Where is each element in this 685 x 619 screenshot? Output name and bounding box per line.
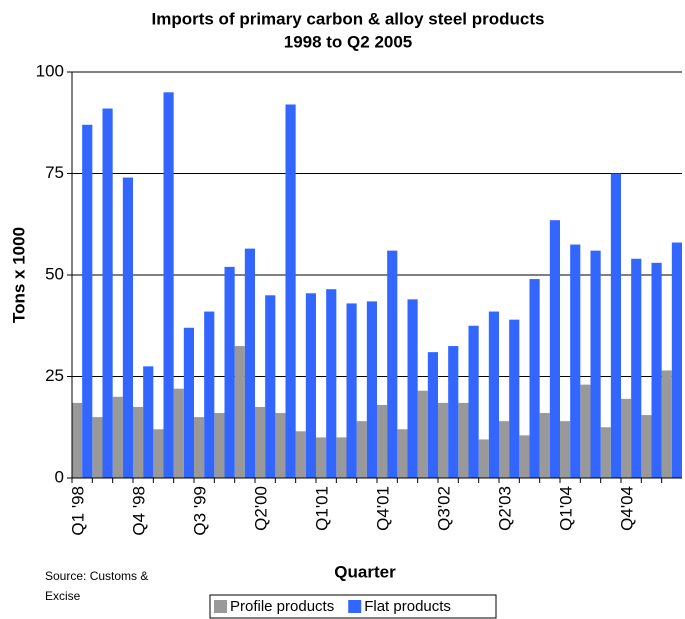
- bar: [366, 301, 377, 478]
- bar: [600, 427, 611, 478]
- bar: [499, 421, 510, 478]
- x-tick-label: Q3'02: [435, 486, 454, 531]
- x-tick-label: Q1'01: [313, 486, 332, 531]
- bar: [549, 220, 560, 478]
- chart-title: Imports of primary carbon & alloy steel …: [152, 9, 545, 28]
- x-tick-label: Q1'04: [557, 486, 576, 531]
- source-note: Source: Customs & Excise: [45, 569, 149, 603]
- y-tick-label: 25: [45, 366, 64, 385]
- bar: [529, 279, 540, 478]
- bar: [305, 293, 316, 478]
- bar: [173, 388, 184, 478]
- bar: [265, 295, 276, 478]
- bar: [448, 346, 459, 478]
- bar: [316, 437, 327, 478]
- bar: [102, 108, 113, 478]
- y-tick-label: 75: [45, 163, 64, 182]
- bar: [183, 327, 194, 478]
- legend-swatch: [348, 600, 362, 613]
- bar: [275, 413, 286, 478]
- bar: [610, 173, 621, 478]
- bar: [234, 346, 245, 478]
- bar: [143, 366, 154, 478]
- x-tick-label: Q3 '99: [191, 486, 210, 536]
- bar: [397, 429, 408, 478]
- y-tick-label: 50: [45, 264, 64, 283]
- y-tick-label: 0: [55, 467, 64, 486]
- legend-label: Profile products: [230, 598, 334, 615]
- bar: [244, 248, 255, 478]
- bar: [468, 325, 479, 478]
- x-tick-label: Q4'04: [618, 486, 637, 531]
- bar: [519, 435, 530, 478]
- bar: [153, 429, 164, 478]
- bar: [631, 258, 642, 478]
- bar: [509, 319, 520, 478]
- bar: [488, 311, 499, 478]
- bar: [82, 124, 93, 478]
- bar: [590, 250, 601, 478]
- bar: [580, 384, 591, 478]
- bar: [295, 431, 306, 478]
- y-tick-label: 100: [36, 61, 64, 80]
- y-axis-label: Tons x 1000: [9, 227, 28, 323]
- x-tick-label: Q4'01: [374, 486, 393, 531]
- bar: [72, 402, 83, 478]
- bar: [570, 244, 581, 478]
- bar: [539, 413, 550, 478]
- bar: [122, 177, 133, 478]
- bar: [133, 406, 144, 478]
- x-tick-label: Q2'03: [496, 486, 515, 531]
- bar: [214, 413, 225, 478]
- legend-swatch: [214, 600, 227, 613]
- bar: [417, 390, 428, 478]
- bar: [326, 289, 337, 478]
- bar: [387, 250, 398, 478]
- bar: [112, 396, 123, 478]
- bar: [194, 417, 205, 478]
- x-tick-label: Q4 '98: [130, 486, 149, 536]
- bar: [641, 415, 652, 478]
- bar: [621, 398, 632, 478]
- bar: [458, 402, 469, 478]
- bar: [407, 299, 418, 478]
- bar: [163, 92, 174, 479]
- bar: [255, 406, 266, 478]
- bar: [224, 266, 235, 478]
- bar: [336, 437, 347, 478]
- bar: [651, 262, 662, 478]
- chart-subtitle: 1998 to Q2 2005: [284, 32, 413, 51]
- bar: [560, 421, 571, 478]
- bar: [285, 104, 296, 478]
- bar: [671, 242, 682, 478]
- bar: [661, 370, 672, 478]
- bar: [356, 421, 367, 478]
- bar: [346, 303, 357, 478]
- bar: [427, 352, 438, 478]
- bar: [438, 402, 449, 478]
- x-tick-label: Q1 '98: [69, 486, 88, 536]
- x-tick-label: Q2'00: [252, 486, 271, 531]
- bar: [377, 404, 388, 478]
- bar: [478, 439, 489, 478]
- legend-label: Flat products: [364, 598, 451, 615]
- bar: [204, 311, 215, 478]
- x-axis-label: Quarter: [334, 562, 396, 581]
- bar: [92, 417, 103, 478]
